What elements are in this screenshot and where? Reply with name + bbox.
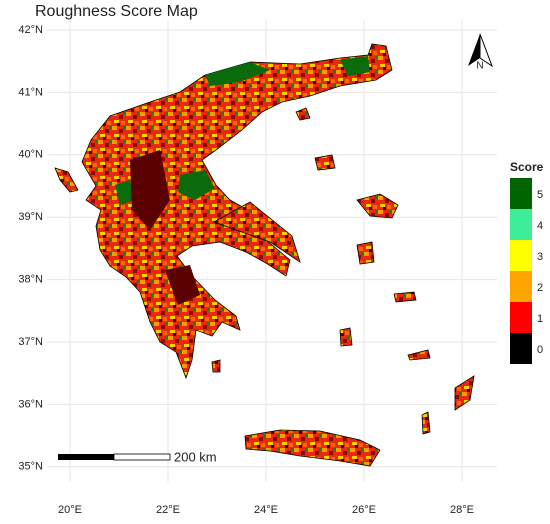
map-title: Roughness Score Map [35, 3, 198, 20]
legend-title: Score [510, 160, 544, 174]
forest-patch [178, 170, 215, 200]
legend-swatch [510, 178, 532, 209]
lesvos [356, 193, 399, 219]
forest-patch [115, 180, 135, 205]
rhodes [454, 375, 475, 411]
legend-swatch [510, 209, 532, 240]
legend-swatch [510, 240, 532, 271]
lat-tick-label: 39°N [18, 211, 43, 223]
legend-label: 2 [537, 282, 543, 294]
north-arrow: N [468, 33, 494, 72]
forest-patch [340, 56, 370, 76]
thasos [295, 107, 311, 121]
limnos [314, 154, 336, 171]
legend-swatch [510, 271, 532, 302]
crete [244, 429, 381, 467]
legend: 5 4 3 2 1 0 [510, 178, 543, 364]
legend-label: 5 [537, 189, 543, 201]
scale-bar-segment [113, 453, 171, 461]
lon-tick-label: 20°E [58, 504, 82, 516]
lat-tick-label: 37°N [18, 336, 43, 348]
naxos [339, 327, 353, 347]
north-label: N [476, 61, 483, 72]
lon-tick-label: 26°E [352, 504, 376, 516]
lat-tick-label: 38°N [18, 274, 43, 286]
lat-tick-label: 35°N [18, 461, 43, 473]
lon-tick-label: 28°E [450, 504, 474, 516]
scale-bar-segment [58, 454, 114, 460]
land [54, 43, 475, 467]
lat-tick-label: 36°N [18, 398, 43, 410]
kythira [211, 359, 221, 373]
legend-swatch [510, 302, 532, 333]
lat-tick-label: 42°N [18, 24, 43, 36]
scale-bar: 200 km [58, 449, 217, 464]
euboea [213, 201, 301, 263]
north-arrow-left [468, 34, 480, 66]
karpathos [421, 411, 431, 435]
lat-tick-label: 41°N [18, 86, 43, 98]
lon-tick-label: 22°E [156, 504, 180, 516]
legend-label: 4 [537, 220, 543, 232]
legend-label: 3 [537, 251, 543, 263]
legend-swatch [510, 333, 532, 364]
corfu [54, 167, 79, 193]
scale-bar-label: 200 km [174, 449, 217, 464]
legend-label: 1 [537, 313, 543, 325]
lon-tick-label: 24°E [254, 504, 278, 516]
chios [356, 241, 375, 265]
legend-label: 0 [537, 344, 543, 356]
rough-patch [130, 150, 170, 230]
rough-patch [165, 265, 200, 305]
kos [407, 349, 431, 361]
lat-tick-label: 40°N [18, 149, 43, 161]
forest-patch [205, 62, 270, 86]
samos [393, 291, 417, 303]
north-arrow-right [479, 33, 494, 68]
